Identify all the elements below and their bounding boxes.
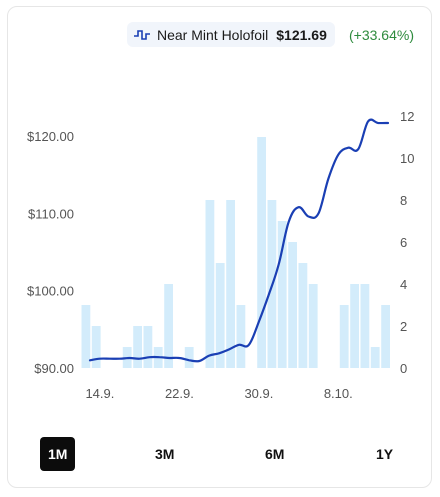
volume-bar <box>184 347 194 368</box>
price-chart: $90.00 $100.00 $110.00 $120.00 0 2 4 6 8 10 12 14… <box>27 109 414 401</box>
y-left-tick-label: $110.00 <box>28 206 74 221</box>
volume-bar <box>277 221 287 368</box>
volume-bar <box>133 326 142 368</box>
volume-bar <box>215 263 225 368</box>
range-1y-button[interactable]: 1Y <box>376 446 394 462</box>
step-line-icon <box>134 29 150 40</box>
x-tick-label: 8.10. <box>324 386 353 401</box>
volume-bar <box>298 263 308 368</box>
x-axis: 14.9. 22.9. 30.9. 8.10. <box>85 386 352 401</box>
volume-bar <box>308 284 318 368</box>
x-tick-label: 22.9. <box>165 386 194 401</box>
y-axis-right: 0 2 4 6 8 10 12 <box>400 109 414 376</box>
price-line <box>88 118 390 363</box>
y-right-tick-label: 0 <box>400 361 407 376</box>
volume-bar <box>350 284 359 368</box>
y-right-tick-label: 2 <box>400 319 407 334</box>
range-6m-button[interactable]: 6M <box>265 446 285 462</box>
volume-bar <box>205 200 215 368</box>
legend-price: $121.69 <box>276 26 327 43</box>
volume-bar <box>381 305 390 368</box>
volume-bar <box>360 284 370 368</box>
volume-bar <box>257 137 266 368</box>
volume-bar <box>81 305 91 368</box>
legend-change: (+33.64%) <box>349 27 414 43</box>
x-tick-label: 14.9. <box>85 386 114 401</box>
y-axis-left: $90.00 $100.00 $110.00 $120.00 <box>27 129 74 376</box>
y-right-tick-label: 4 <box>400 277 407 292</box>
chart-card <box>7 6 432 488</box>
range-3m-button[interactable]: 3M <box>155 446 175 462</box>
y-right-tick-label: 8 <box>400 193 407 208</box>
volume-bar <box>91 326 101 368</box>
legend-item[interactable]: Near Mint Holofoil $121.69 <box>127 22 335 47</box>
volume-bar <box>164 284 173 368</box>
volume-bar <box>226 200 235 368</box>
volume-bar <box>143 326 153 368</box>
volume-bar <box>236 305 246 368</box>
y-right-tick-label: 10 <box>400 151 414 166</box>
volume-bar <box>288 242 297 368</box>
volume-bar <box>370 347 380 368</box>
y-left-tick-label: $120.00 <box>27 129 74 144</box>
volume-bars <box>81 137 390 368</box>
legend-series-name: Near Mint Holofoil <box>157 26 269 43</box>
y-left-tick-label: $100.00 <box>27 284 74 299</box>
y-right-tick-label: 6 <box>400 235 407 250</box>
y-left-tick-label: $90.00 <box>34 361 74 376</box>
y-right-tick-label: 12 <box>400 109 414 124</box>
volume-bar <box>339 305 349 368</box>
x-tick-label: 30.9. <box>244 386 273 401</box>
range-selector: 1M 3M 6M 1Y <box>0 437 440 471</box>
range-1m-button[interactable]: 1M <box>40 437 76 471</box>
